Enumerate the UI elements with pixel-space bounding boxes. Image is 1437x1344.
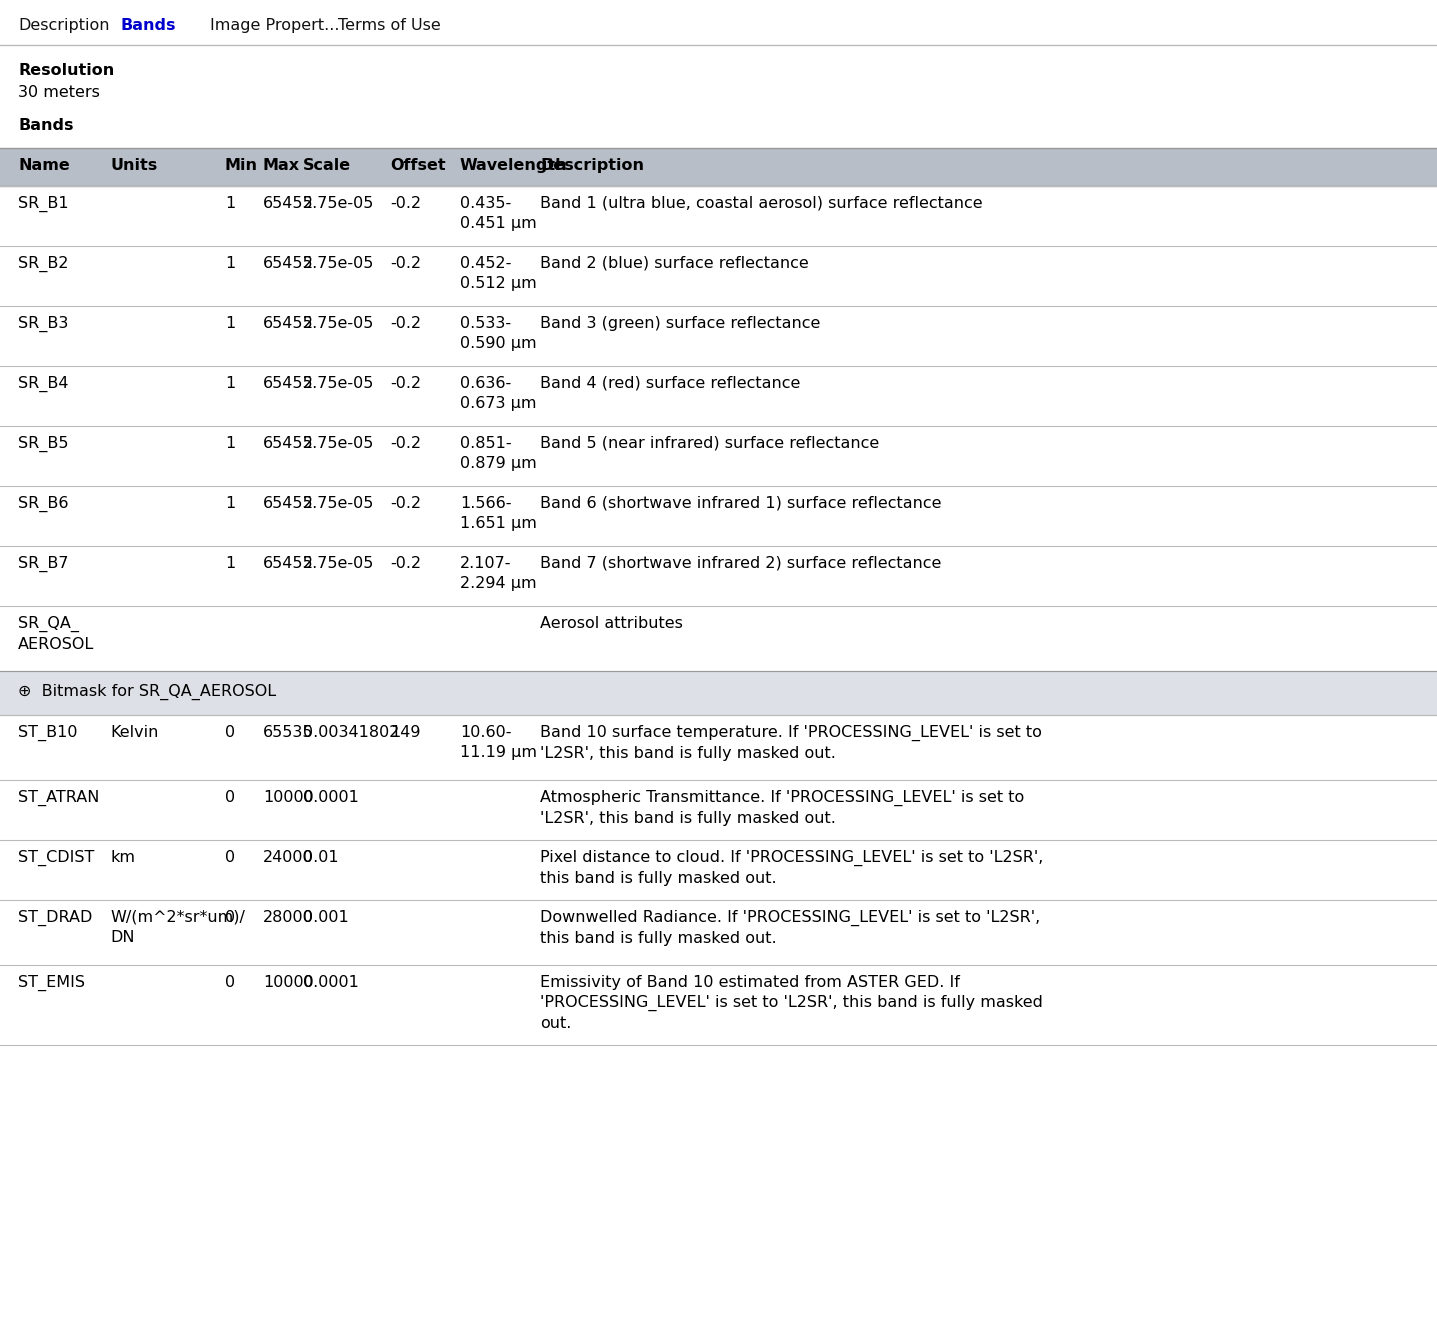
Text: 65455: 65455	[263, 435, 313, 452]
Text: SR_B4: SR_B4	[19, 376, 69, 392]
Text: Band 6 (shortwave infrared 1) surface reflectance: Band 6 (shortwave infrared 1) surface re…	[540, 496, 941, 511]
Text: Description: Description	[540, 159, 644, 173]
Text: ST_EMIS: ST_EMIS	[19, 974, 85, 992]
Text: 0.01: 0.01	[303, 849, 339, 866]
Text: -0.2: -0.2	[389, 316, 421, 331]
Text: ⊕  Bitmask for SR_QA_AEROSOL: ⊕ Bitmask for SR_QA_AEROSOL	[19, 684, 276, 700]
Text: 10000: 10000	[263, 790, 313, 805]
Text: 2.75e-05: 2.75e-05	[303, 435, 375, 452]
Text: Emissivity of Band 10 estimated from ASTER GED. If
'PROCESSING_LEVEL' is set to : Emissivity of Band 10 estimated from AST…	[540, 974, 1043, 1031]
Text: 0.001: 0.001	[303, 910, 349, 925]
Text: Band 7 (shortwave infrared 2) surface reflectance: Band 7 (shortwave infrared 2) surface re…	[540, 556, 941, 571]
Text: Max: Max	[263, 159, 300, 173]
Text: -0.2: -0.2	[389, 196, 421, 211]
Text: Min: Min	[226, 159, 259, 173]
Text: Downwelled Radiance. If 'PROCESSING_LEVEL' is set to 'L2SR',
this band is fully : Downwelled Radiance. If 'PROCESSING_LEVE…	[540, 910, 1040, 946]
Text: Wavelength: Wavelength	[460, 159, 568, 173]
Text: SR_B3: SR_B3	[19, 316, 69, 332]
Text: Band 4 (red) surface reflectance: Band 4 (red) surface reflectance	[540, 376, 800, 391]
Text: 0.435-
0.451 μm: 0.435- 0.451 μm	[460, 196, 537, 231]
Text: 0.0001: 0.0001	[303, 790, 359, 805]
Text: 10.60-
11.19 μm: 10.60- 11.19 μm	[460, 724, 537, 759]
Text: ST_CDIST: ST_CDIST	[19, 849, 95, 866]
Text: 2.75e-05: 2.75e-05	[303, 496, 375, 511]
Text: 0.851-
0.879 μm: 0.851- 0.879 μm	[460, 435, 537, 470]
Text: 28000: 28000	[263, 910, 313, 925]
Text: Pixel distance to cloud. If 'PROCESSING_LEVEL' is set to 'L2SR',
this band is fu: Pixel distance to cloud. If 'PROCESSING_…	[540, 849, 1043, 886]
Text: Offset: Offset	[389, 159, 445, 173]
Text: Description: Description	[19, 17, 109, 34]
Text: -0.2: -0.2	[389, 376, 421, 391]
Text: Kelvin: Kelvin	[111, 724, 158, 741]
Text: -0.2: -0.2	[389, 255, 421, 271]
Text: -0.2: -0.2	[389, 435, 421, 452]
Text: 65455: 65455	[263, 255, 313, 271]
Text: SR_B5: SR_B5	[19, 435, 69, 452]
Text: 0: 0	[226, 849, 236, 866]
Text: Terms of Use: Terms of Use	[338, 17, 441, 34]
Text: 65455: 65455	[263, 196, 313, 211]
Text: 0.00341802: 0.00341802	[303, 724, 399, 741]
Text: 0.533-
0.590 μm: 0.533- 0.590 μm	[460, 316, 536, 351]
Text: -0.2: -0.2	[389, 556, 421, 571]
Text: SR_B1: SR_B1	[19, 196, 69, 212]
Text: 65455: 65455	[263, 496, 313, 511]
Text: Band 3 (green) surface reflectance: Band 3 (green) surface reflectance	[540, 316, 821, 331]
Text: Scale: Scale	[303, 159, 351, 173]
Text: Resolution: Resolution	[19, 63, 115, 78]
Text: Band 10 surface temperature. If 'PROCESSING_LEVEL' is set to
'L2SR', this band i: Band 10 surface temperature. If 'PROCESS…	[540, 724, 1042, 761]
Text: SR_QA_
AEROSOL: SR_QA_ AEROSOL	[19, 616, 95, 652]
Text: 0: 0	[226, 790, 236, 805]
Text: W/(m^2*sr*um)/
DN: W/(m^2*sr*um)/ DN	[111, 910, 244, 945]
Text: 65535: 65535	[263, 724, 313, 741]
Text: Bands: Bands	[19, 118, 73, 133]
Text: SR_B2: SR_B2	[19, 255, 69, 273]
Text: 0.636-
0.673 μm: 0.636- 0.673 μm	[460, 376, 536, 411]
Text: 10000: 10000	[263, 974, 313, 991]
Text: km: km	[111, 849, 135, 866]
Text: ST_B10: ST_B10	[19, 724, 78, 741]
Text: 2.75e-05: 2.75e-05	[303, 255, 375, 271]
Text: Atmospheric Transmittance. If 'PROCESSING_LEVEL' is set to
'L2SR', this band is : Atmospheric Transmittance. If 'PROCESSIN…	[540, 790, 1025, 827]
Text: Band 2 (blue) surface reflectance: Band 2 (blue) surface reflectance	[540, 255, 809, 271]
Text: Name: Name	[19, 159, 70, 173]
Text: 149: 149	[389, 724, 421, 741]
Text: 1.566-
1.651 μm: 1.566- 1.651 μm	[460, 496, 537, 531]
Text: 65455: 65455	[263, 376, 313, 391]
Text: ST_ATRAN: ST_ATRAN	[19, 790, 99, 806]
Text: 0: 0	[226, 974, 236, 991]
Text: 65455: 65455	[263, 316, 313, 331]
Text: 65455: 65455	[263, 556, 313, 571]
Text: 0.0001: 0.0001	[303, 974, 359, 991]
Text: Bands: Bands	[121, 17, 175, 34]
Text: 2.75e-05: 2.75e-05	[303, 196, 375, 211]
Text: 0: 0	[226, 724, 236, 741]
Text: Band 1 (ultra blue, coastal aerosol) surface reflectance: Band 1 (ultra blue, coastal aerosol) sur…	[540, 196, 983, 211]
Text: Image Propert...: Image Propert...	[210, 17, 339, 34]
Text: 2.107-
2.294 μm: 2.107- 2.294 μm	[460, 556, 536, 591]
Text: 1: 1	[226, 316, 236, 331]
Text: 24000: 24000	[263, 849, 313, 866]
Text: 1: 1	[226, 376, 236, 391]
Bar	[0, 671, 1437, 715]
Text: 1: 1	[226, 556, 236, 571]
Text: 2.75e-05: 2.75e-05	[303, 316, 375, 331]
Text: ST_DRAD: ST_DRAD	[19, 910, 92, 926]
Bar	[0, 148, 1437, 185]
Text: Aerosol attributes: Aerosol attributes	[540, 616, 683, 630]
Text: 0: 0	[226, 910, 236, 925]
Text: 2.75e-05: 2.75e-05	[303, 376, 375, 391]
Text: -0.2: -0.2	[389, 496, 421, 511]
Text: 30 meters: 30 meters	[19, 85, 101, 99]
Text: 2.75e-05: 2.75e-05	[303, 556, 375, 571]
Text: 1: 1	[226, 196, 236, 211]
Text: 1: 1	[226, 255, 236, 271]
Text: 1: 1	[226, 435, 236, 452]
Text: Band 5 (near infrared) surface reflectance: Band 5 (near infrared) surface reflectan…	[540, 435, 879, 452]
Text: 0.452-
0.512 μm: 0.452- 0.512 μm	[460, 255, 537, 290]
Text: Units: Units	[111, 159, 157, 173]
Text: SR_B6: SR_B6	[19, 496, 69, 512]
Text: 1: 1	[226, 496, 236, 511]
Text: SR_B7: SR_B7	[19, 556, 69, 573]
